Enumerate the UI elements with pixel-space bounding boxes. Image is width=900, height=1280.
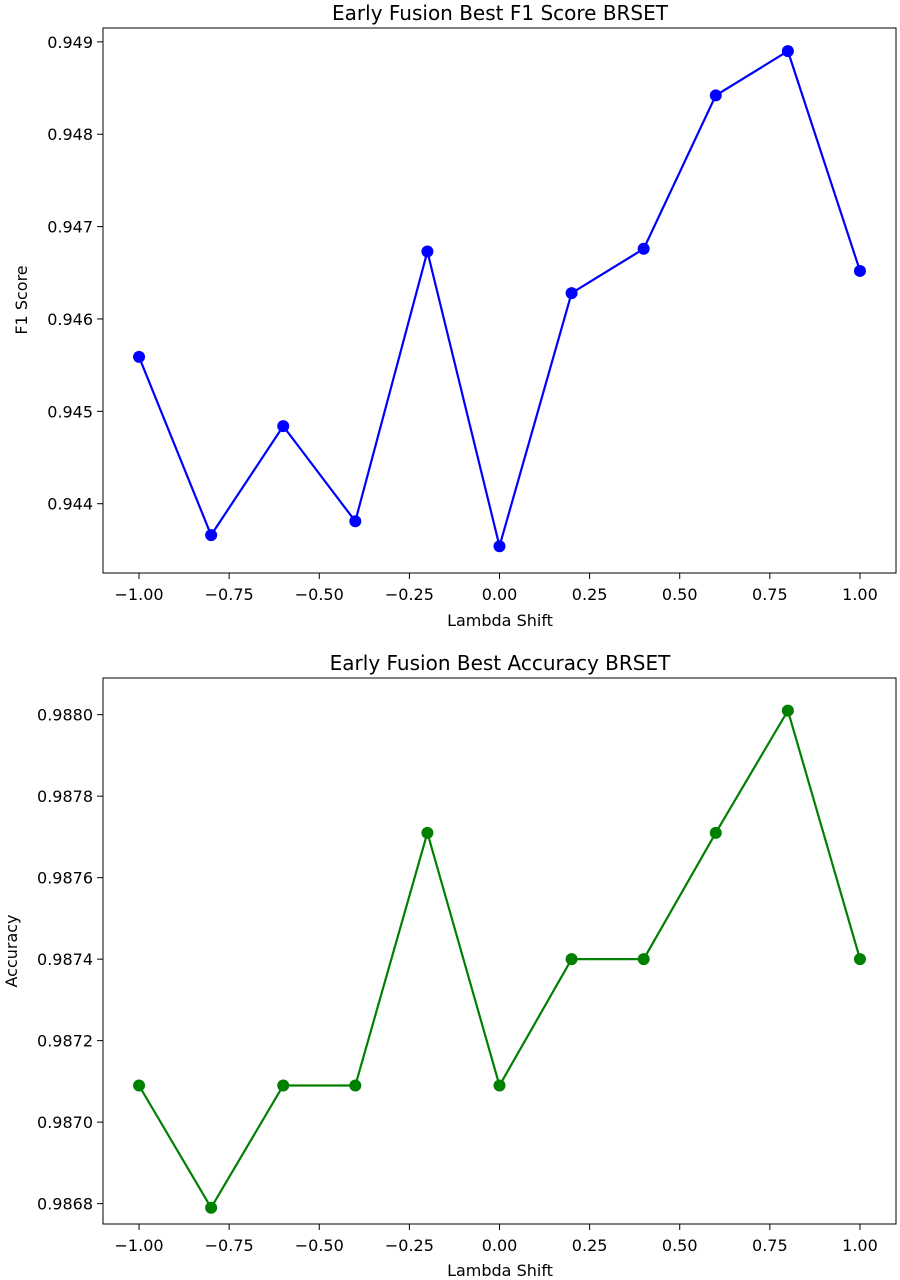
data-point xyxy=(421,826,434,839)
x-tick-label: 0.75 xyxy=(752,1236,788,1255)
data-point xyxy=(709,89,722,102)
data-point xyxy=(421,245,434,258)
data-point xyxy=(781,704,794,717)
x-tick-label: 1.00 xyxy=(842,585,878,604)
series-line xyxy=(137,49,862,551)
x-axis-ticks: −1.00 −0.75 −0.50 −0.25 0.00 0.25 0.50 0.75 1.00 xyxy=(115,573,878,604)
data-point xyxy=(709,826,722,839)
x-tick-label: 0.25 xyxy=(572,585,608,604)
plot-area xyxy=(102,27,897,574)
y-tick-label: 0.944 xyxy=(47,495,93,514)
y-tick-label: 0.948 xyxy=(47,125,93,144)
x-tick-label: 1.00 xyxy=(842,1236,878,1255)
x-tick-label: 0.75 xyxy=(752,585,788,604)
data-point xyxy=(565,287,578,300)
x-tick-label: 0.00 xyxy=(482,585,518,604)
x-axis-label: Lambda Shift xyxy=(447,611,553,630)
y-tick-label: 0.9868 xyxy=(37,1195,93,1214)
data-point xyxy=(637,953,650,966)
x-tick-label: −0.25 xyxy=(385,1236,434,1255)
y-tick-label: 0.9878 xyxy=(37,787,93,806)
x-tick-label: −0.50 xyxy=(295,585,344,604)
chart-f1-score: Early Fusion Best F1 Score BRSET 0.9440.… xyxy=(12,1,897,630)
y-axis-label: F1 Score xyxy=(12,265,31,334)
y-axis-ticks: 0.9868 0.9870 0.9872 0.9874 0.9876 0.9878 0.98… xyxy=(37,706,103,1214)
x-axis-label: Lambda Shift xyxy=(447,1261,553,1280)
chart-title: Early Fusion Best Accuracy BRSET xyxy=(330,651,671,675)
data-point xyxy=(277,1079,290,1092)
data-point xyxy=(133,1079,146,1092)
x-tick-label: −0.25 xyxy=(385,585,434,604)
chart-title: Early Fusion Best F1 Score BRSET xyxy=(332,1,669,25)
y-axis-label: Accuracy xyxy=(2,914,21,987)
x-tick-label: 0.00 xyxy=(482,1236,518,1255)
data-point xyxy=(853,264,866,277)
plot-area xyxy=(102,677,897,1225)
y-tick-label: 0.9872 xyxy=(37,1032,93,1051)
y-tick-label: 0.947 xyxy=(47,218,93,237)
data-point xyxy=(349,1079,362,1092)
x-tick-label: 0.25 xyxy=(572,1236,608,1255)
data-point xyxy=(637,242,650,255)
data-point xyxy=(853,953,866,966)
data-point xyxy=(781,45,794,58)
x-tick-label: −0.75 xyxy=(205,1236,254,1255)
y-tick-label: 0.9876 xyxy=(37,869,93,888)
y-tick-label: 0.9874 xyxy=(37,950,93,969)
data-point xyxy=(565,953,578,966)
x-tick-label: −0.75 xyxy=(205,585,254,604)
data-points xyxy=(133,45,866,553)
y-tick-label: 0.9880 xyxy=(37,706,93,725)
x-tick-label: −1.00 xyxy=(115,585,164,604)
x-tick-label: 0.50 xyxy=(662,585,698,604)
x-tick-label: −1.00 xyxy=(115,1236,164,1255)
y-tick-label: 0.9870 xyxy=(37,1113,93,1132)
data-points xyxy=(133,704,866,1214)
data-point xyxy=(493,540,506,553)
data-point xyxy=(205,1201,218,1214)
x-axis-ticks: −1.00 −0.75 −0.50 −0.25 0.00 0.25 0.50 0.75 1.00 xyxy=(115,1224,878,1255)
y-tick-label: 0.949 xyxy=(47,33,93,52)
chart-accuracy: Early Fusion Best Accuracy BRSET 0.98680… xyxy=(2,651,897,1280)
y-tick-label: 0.945 xyxy=(47,402,93,421)
x-tick-label: 0.50 xyxy=(662,1236,698,1255)
x-tick-label: −0.50 xyxy=(295,1236,344,1255)
data-point xyxy=(493,1079,506,1092)
series-line xyxy=(138,707,862,1210)
y-tick-label: 0.946 xyxy=(47,310,93,329)
y-axis-ticks: 0.944 0.945 0.946 0.947 0.948 0.949 xyxy=(47,33,103,514)
data-point xyxy=(349,515,362,528)
data-point xyxy=(277,420,290,433)
data-point xyxy=(205,529,218,542)
data-point xyxy=(133,350,146,363)
